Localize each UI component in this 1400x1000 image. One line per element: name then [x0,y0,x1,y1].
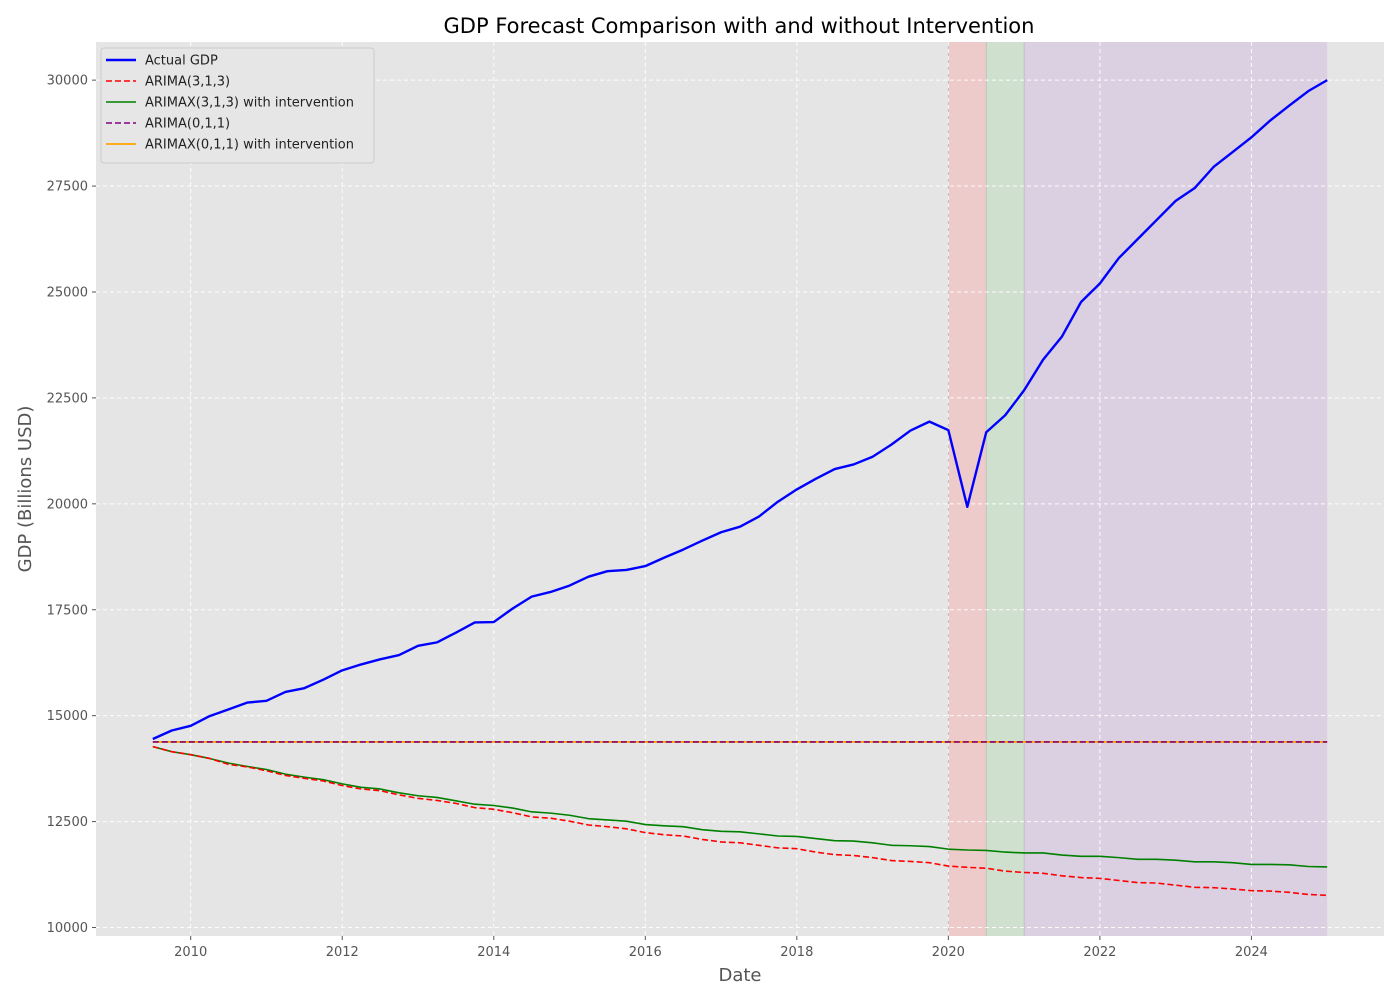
legend-label: ARIMAX(3,1,3) with intervention [145,96,354,111]
x-tick-label: 2024 [1235,945,1268,960]
shaded-region-2 [986,42,1025,936]
y-axis-ticks: 10000 12500 15000 17500 20000 22500 25000 27500… [47,74,96,936]
x-tick-label: 2022 [1083,945,1116,960]
y-tick-label: 20000 [47,497,88,512]
legend: Actual GDP ARIMA(3,1,3) ARIMAX(3,1,3) with… [100,47,375,164]
intervention-shading [947,42,1328,936]
x-tick-label: 2018 [780,945,813,960]
legend-label: ARIMA(0,1,1) [145,117,230,132]
series-line-1 [152,79,1328,741]
series-lines [152,79,1328,897]
y-tick-label: 30000 [47,74,88,89]
x-axis-label: Date [718,965,761,986]
x-axis-ticks: 2010 2012 2014 2016 2018 2020 2022 2024 [174,936,1268,960]
legend-label: ARIMAX(0,1,1) with intervention [145,138,354,153]
legend-box [100,47,375,164]
y-tick-label: 27500 [47,180,88,195]
y-tick-label: 12500 [47,815,88,830]
x-tick-label: 2020 [932,945,965,960]
y-tick-label: 25000 [47,285,88,300]
shaded-region-1 [948,42,987,936]
x-tick-label: 2010 [174,945,207,960]
chart-title: GDP Forecast Comparison with and without… [444,14,1035,38]
y-tick-label: 15000 [47,709,88,724]
x-tick-label: 2012 [326,945,359,960]
grid [96,42,1384,936]
y-tick-label: 17500 [47,603,88,618]
x-tick-label: 2016 [629,945,662,960]
legend-label: Actual GDP [145,54,218,69]
y-tick-label: 22500 [47,391,88,406]
y-axis-label: GDP (Billions USD) [15,406,36,573]
plot-area [96,42,1384,936]
x-tick-label: 2014 [477,945,510,960]
legend-label: ARIMA(3,1,3) [145,75,230,90]
shaded-region-3 [1024,42,1328,936]
y-tick-label: 10000 [47,921,88,936]
series-line-3 [152,745,1328,868]
series-line-2 [152,745,1328,897]
